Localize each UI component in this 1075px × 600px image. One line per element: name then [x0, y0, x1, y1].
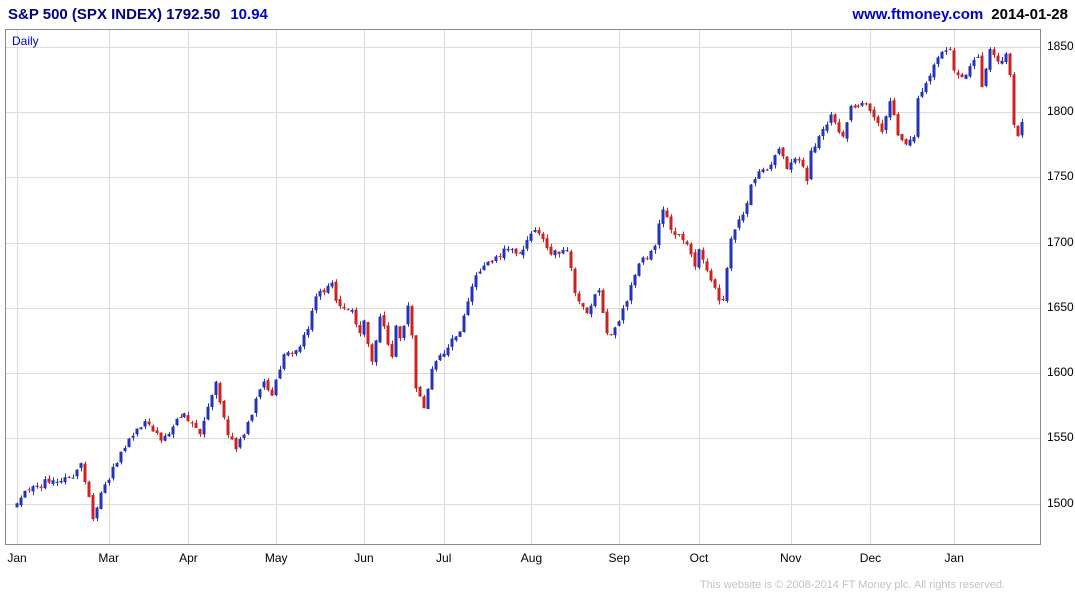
site-link[interactable]: www.ftmoney.com [852, 6, 984, 23]
x-axis-tick-label: Jul [436, 551, 452, 565]
y-axis-tick-label: 1700 [1047, 234, 1074, 249]
x-axis-tick-label: Apr [179, 551, 198, 565]
candlestick-chart [6, 30, 1040, 544]
plot-area: Daily [5, 29, 1041, 545]
y-axis-tick-label: 1800 [1047, 104, 1074, 119]
y-axis-tick-label: 1600 [1047, 365, 1074, 380]
interval-label: Daily [12, 34, 39, 48]
x-axis-tick-label: Jan [7, 551, 27, 565]
y-axis-tick-label: 1750 [1047, 169, 1074, 184]
x-axis-tick-label: Dec [859, 551, 882, 565]
instrument-title: S&P 500 (SPX INDEX) 1792.50 [8, 6, 221, 23]
x-axis-tick-label: Aug [520, 551, 543, 565]
footer-copyright: This website is © 2008-2014 FT Money plc… [699, 579, 1005, 591]
chart-header-right: www.ftmoney.com 2014-01-28 [852, 6, 1068, 23]
x-axis-tick-label: Sep [608, 551, 630, 565]
chart-date: 2014-01-28 [991, 6, 1068, 23]
price-change: 10.94 [230, 6, 268, 23]
x-axis-tick-label: May [264, 551, 288, 565]
y-axis-tick-label: 1500 [1047, 495, 1074, 510]
y-axis-tick-label: 1850 [1047, 38, 1074, 53]
chart-header-left: S&P 500 (SPX INDEX) 1792.50 10.94 [8, 6, 268, 23]
y-axis-tick-label: 1550 [1047, 430, 1074, 445]
y-axis-tick-label: 1650 [1047, 299, 1074, 314]
x-axis-tick-label: Mar [98, 551, 120, 565]
x-axis-tick-label: Jan [944, 551, 964, 565]
x-axis-tick-label: Oct [689, 551, 709, 565]
x-axis-tick-label: Nov [780, 551, 802, 565]
x-axis-tick-label: Jun [354, 551, 374, 565]
